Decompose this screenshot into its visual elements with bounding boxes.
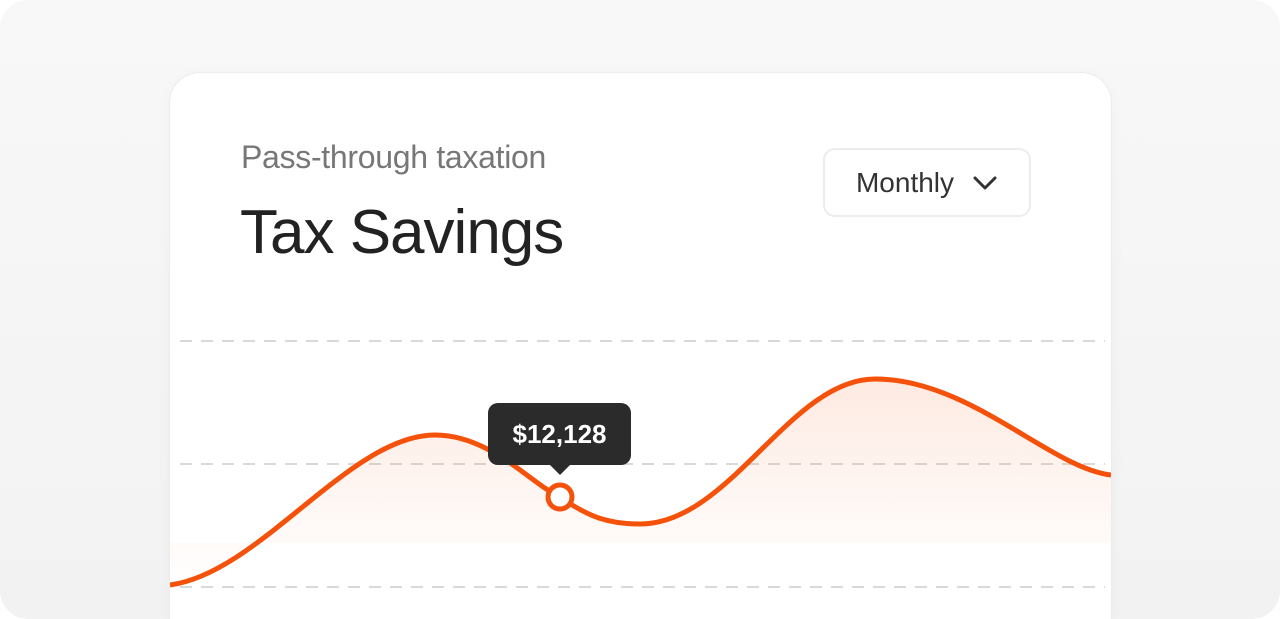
tax-savings-chart xyxy=(170,340,1111,588)
period-selected: Monthly xyxy=(855,166,955,198)
value-tooltip: $12,128 xyxy=(488,403,631,475)
series-line xyxy=(170,376,1111,588)
tax-savings-card: Pass-through taxation Tax Savings Monthl… xyxy=(170,73,1111,619)
tooltip-value: $12,128 xyxy=(512,418,607,449)
area-fill xyxy=(170,379,1111,585)
highlight-point[interactable] xyxy=(545,482,575,512)
chevron-down-icon xyxy=(973,176,997,189)
card-title: Tax Savings xyxy=(240,198,564,267)
card-subtitle: Pass-through taxation xyxy=(241,139,546,175)
period-dropdown[interactable]: Monthly xyxy=(823,148,1031,217)
